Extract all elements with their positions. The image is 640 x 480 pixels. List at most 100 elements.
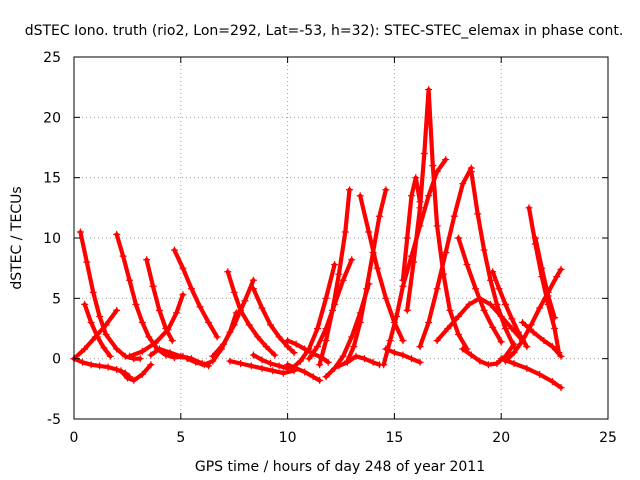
data-point [96,312,104,320]
data-point [305,345,313,353]
data-point [322,294,330,302]
data-point [386,337,394,345]
data-point [399,337,407,345]
data-point [100,344,108,352]
data-point [267,359,275,367]
data-point [113,306,121,314]
x-axis-label: GPS time / hours of day 248 of year 2011 [195,459,485,475]
data-point [489,323,497,331]
axis-ticks [73,56,609,420]
data-point [226,357,234,365]
data-point [403,234,411,242]
data-point [444,325,452,332]
data-point [162,325,170,332]
data-point [382,186,390,194]
data-point [335,362,343,370]
series-line [490,269,529,349]
data-point [416,358,424,366]
data-point [230,321,238,329]
data-point [523,364,531,372]
y-tick-label: 10 [43,231,61,247]
series-line [78,229,143,361]
series-line [499,356,564,390]
data-point [237,359,245,367]
data-point [213,333,221,341]
series-38 [531,234,559,322]
series-15 [249,285,298,357]
data-point [540,337,548,345]
data-point [83,258,91,266]
series-39 [497,355,565,392]
series-14 [226,357,298,377]
data-point [155,345,163,353]
data-point [393,312,401,320]
data-point [339,276,347,284]
data-point [113,345,121,353]
data-point [341,228,349,236]
data-point [230,288,238,296]
data-point [81,300,89,308]
data-point [536,370,544,378]
data-point [493,300,501,308]
data-point [173,309,181,317]
data-point [279,369,287,377]
data-point [501,325,509,332]
data-point [551,314,559,322]
data-point [544,292,552,300]
series-40 [519,318,565,360]
series-line [127,292,185,359]
data-point [284,337,292,345]
data-point [399,276,407,284]
series-line [456,235,504,344]
series-33 [454,234,505,346]
y-tick-label: 0 [52,352,61,368]
data-point [519,318,527,326]
y-tick-labels: -5 0 5 10 15 20 25 [43,50,61,428]
data-point [284,361,292,369]
data-point [480,306,488,314]
data-point [551,325,559,332]
data-point [497,355,505,363]
data-point [416,343,424,351]
data-point [399,282,407,290]
data-point [454,234,462,242]
data-point [467,168,475,176]
data-point [314,343,322,351]
data-point [170,246,178,254]
data-point [292,340,300,348]
data-point [465,300,473,308]
data-point [510,349,518,357]
series-30 [416,164,475,351]
data-point [446,306,454,314]
data-point [356,192,364,200]
series-28 [399,174,424,284]
data-point [480,246,488,254]
data-point [474,210,482,218]
data-point [93,333,101,341]
data-point [81,345,89,353]
data-point [356,318,364,326]
data-point [450,212,458,220]
y-tick-label: 5 [52,291,61,307]
y-tick-label: -5 [47,412,61,428]
data-point [271,351,279,359]
data-point [258,304,266,312]
data-point [249,276,257,284]
data-point [501,300,509,308]
data-point [514,328,522,336]
data-point [529,328,537,336]
series-line [469,169,517,349]
data-point [373,264,381,272]
x-tick-label: 5 [176,430,185,446]
x-tick-label: 20 [492,430,510,446]
data-point [487,276,495,284]
data-point [519,337,527,345]
data-point [335,270,343,278]
data-point [147,351,155,359]
data-point [489,268,497,276]
data-point [429,162,437,170]
series-31 [467,168,518,351]
data-point [454,331,462,339]
series-4 [81,300,114,360]
data-point [331,261,339,269]
